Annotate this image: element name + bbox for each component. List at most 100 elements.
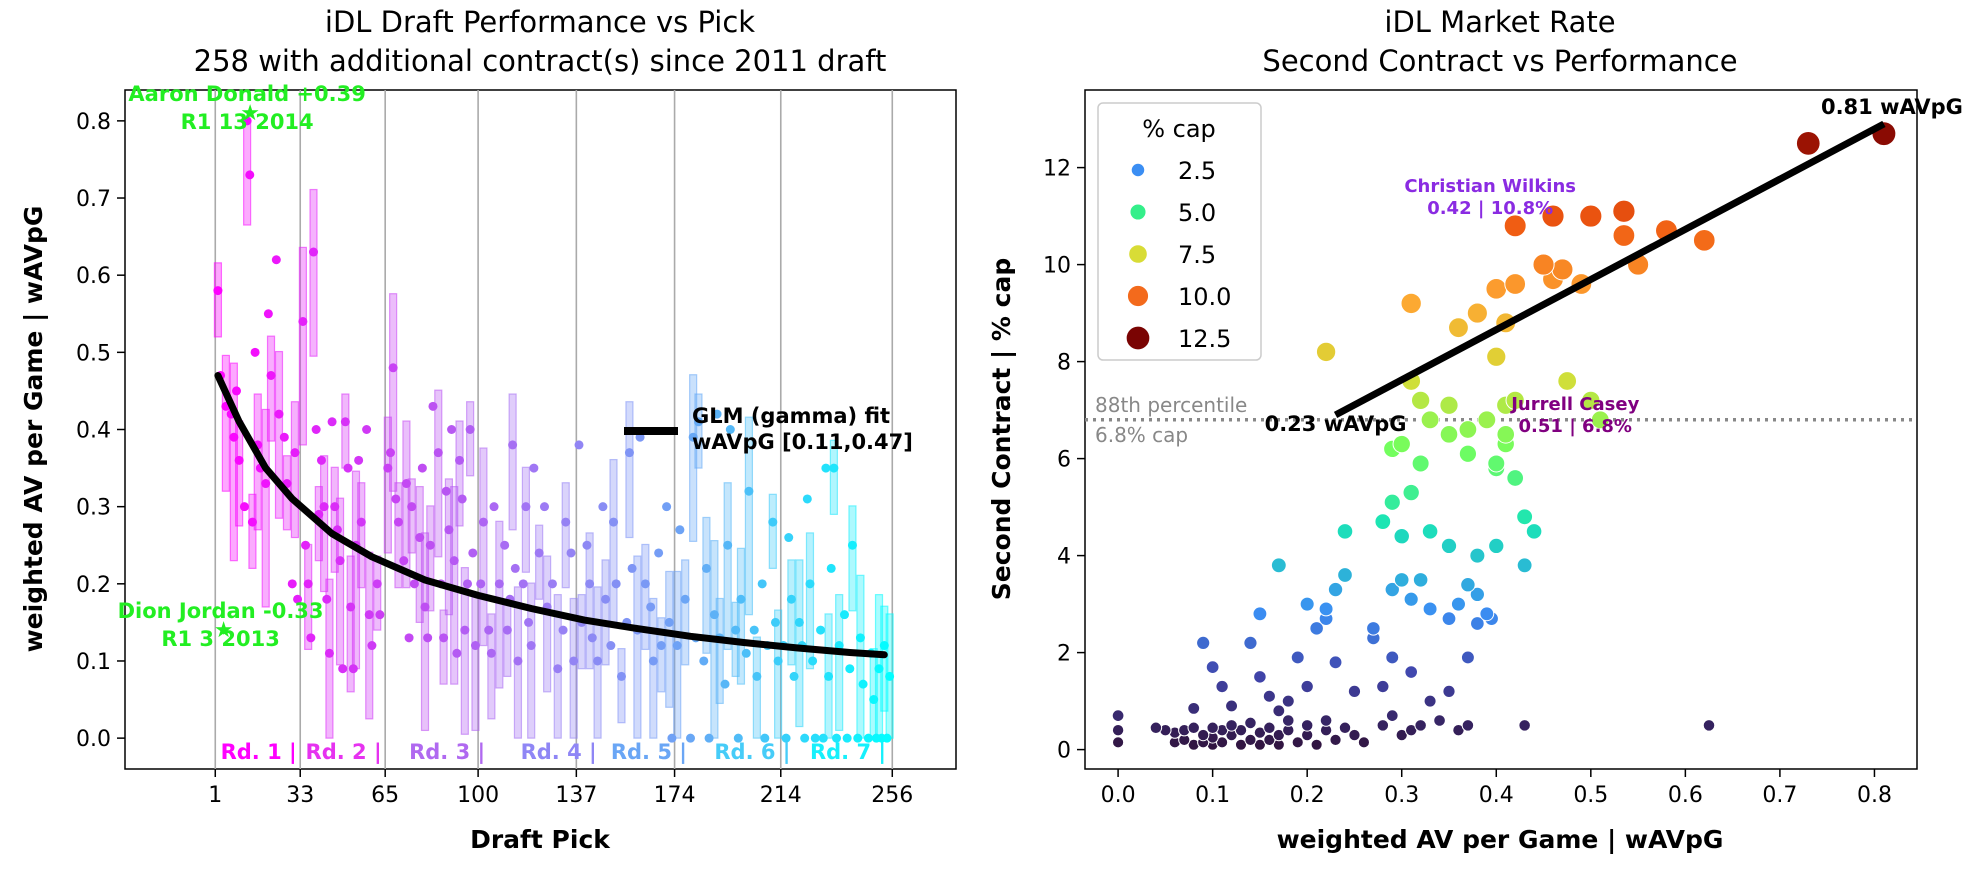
contract-point — [1225, 719, 1238, 732]
pick-point — [417, 463, 427, 473]
pick-box — [689, 374, 698, 542]
pick-point — [816, 625, 826, 635]
pick-box — [357, 482, 366, 589]
pick-point — [789, 671, 799, 681]
round-label: Rd. 7 | — [810, 740, 886, 765]
pick-point — [465, 425, 475, 434]
contract-point — [1403, 591, 1419, 607]
pick-box — [665, 570, 674, 708]
contract-point — [1338, 721, 1352, 735]
pick-point — [553, 664, 563, 674]
y-tick-label: 4 — [1057, 545, 1071, 570]
pick-point — [749, 625, 759, 635]
pick-point — [335, 556, 345, 566]
pick-point — [561, 517, 571, 527]
contract-point — [1439, 425, 1459, 444]
pick-box — [394, 482, 403, 589]
left-chart-subtitle: 258 with additional contract(s) since 20… — [194, 44, 887, 78]
pick-point — [508, 440, 518, 450]
pick-point — [869, 695, 879, 705]
pick-point — [266, 370, 276, 380]
pick-point — [688, 432, 698, 442]
pick-box — [585, 532, 594, 670]
pick-box — [503, 601, 512, 678]
pick-point — [593, 656, 603, 666]
contract-point — [1392, 434, 1411, 454]
contract-point — [1506, 469, 1525, 487]
contract-point — [1795, 131, 1821, 156]
pick-point — [640, 579, 650, 589]
contract-point — [1329, 733, 1342, 747]
pick-point — [401, 479, 411, 489]
pick-box — [736, 547, 746, 685]
pick-point — [521, 502, 531, 512]
contract-point — [1383, 493, 1401, 511]
y-tick-label: 0.6 — [76, 264, 111, 289]
pick-box — [213, 262, 223, 338]
pick-point — [274, 409, 284, 419]
pick-point — [699, 656, 709, 666]
contract-point — [1420, 410, 1440, 430]
pick-point — [672, 641, 682, 651]
contract-point — [1551, 258, 1574, 281]
contract-point — [1253, 670, 1267, 684]
pick-box — [774, 609, 783, 739]
contract-point — [1234, 738, 1248, 751]
pick-point — [723, 540, 733, 550]
pick-box — [521, 466, 530, 573]
pick-point — [250, 347, 260, 357]
pick-point — [444, 525, 454, 535]
pick-box — [829, 439, 838, 515]
pick-box — [248, 493, 257, 569]
pick-point — [808, 656, 818, 666]
pick-point — [484, 625, 494, 635]
pick-point — [786, 594, 796, 604]
draft-performance-chart: 1 33 65 100 137 174 214 256 0.0 0.1 0.2 0.3 0.4 0.5 0… — [19, 5, 957, 854]
pick-box — [744, 416, 754, 616]
left-x-axis-label: Draft Pick — [470, 825, 611, 854]
contract-point — [1442, 684, 1456, 699]
pick-point — [460, 625, 470, 635]
round-label: Rd. 2 | — [306, 740, 382, 765]
contract-point — [1366, 621, 1381, 636]
player-annotation: Aaron Donald +0.39 — [128, 82, 365, 106]
round-label: Rd. 6 | — [714, 740, 790, 765]
pick-box — [609, 458, 618, 627]
pick-box — [455, 420, 464, 527]
pick-point — [648, 656, 658, 666]
pick-point — [439, 633, 449, 643]
contract-point — [1581, 390, 1601, 411]
legend-swatch — [1126, 284, 1150, 308]
contract-point — [1393, 527, 1410, 545]
pick-point — [712, 409, 722, 419]
contract-point — [1263, 721, 1276, 735]
contract-point — [1423, 694, 1437, 708]
pick-box — [508, 393, 517, 531]
contract-point — [1376, 679, 1390, 694]
pick-box — [439, 609, 448, 685]
contract-point — [1439, 395, 1459, 415]
round-label: Rd. 1 | — [221, 740, 297, 765]
y-tick-label: 0 — [1057, 739, 1071, 764]
pick-point — [232, 386, 242, 396]
contract-point — [1376, 719, 1390, 732]
legend-title: % cap — [1142, 115, 1216, 143]
pick-point — [415, 533, 425, 543]
pick-box — [389, 293, 398, 492]
contract-point — [1244, 716, 1257, 730]
pick-point — [826, 563, 836, 573]
contract-point — [1460, 650, 1475, 665]
pick-point — [303, 579, 313, 589]
contract-point — [1532, 253, 1555, 276]
contract-point — [1612, 199, 1636, 223]
pick-box — [266, 335, 276, 442]
pick-point — [375, 610, 385, 620]
pick-box — [543, 555, 552, 693]
pick-point — [462, 579, 472, 589]
pick-point — [239, 502, 249, 512]
pick-box — [535, 524, 544, 600]
contract-point — [1310, 738, 1323, 751]
x-tick-label: 0.5 — [1573, 783, 1608, 808]
pick-point — [829, 463, 839, 473]
pick-box — [309, 188, 318, 357]
